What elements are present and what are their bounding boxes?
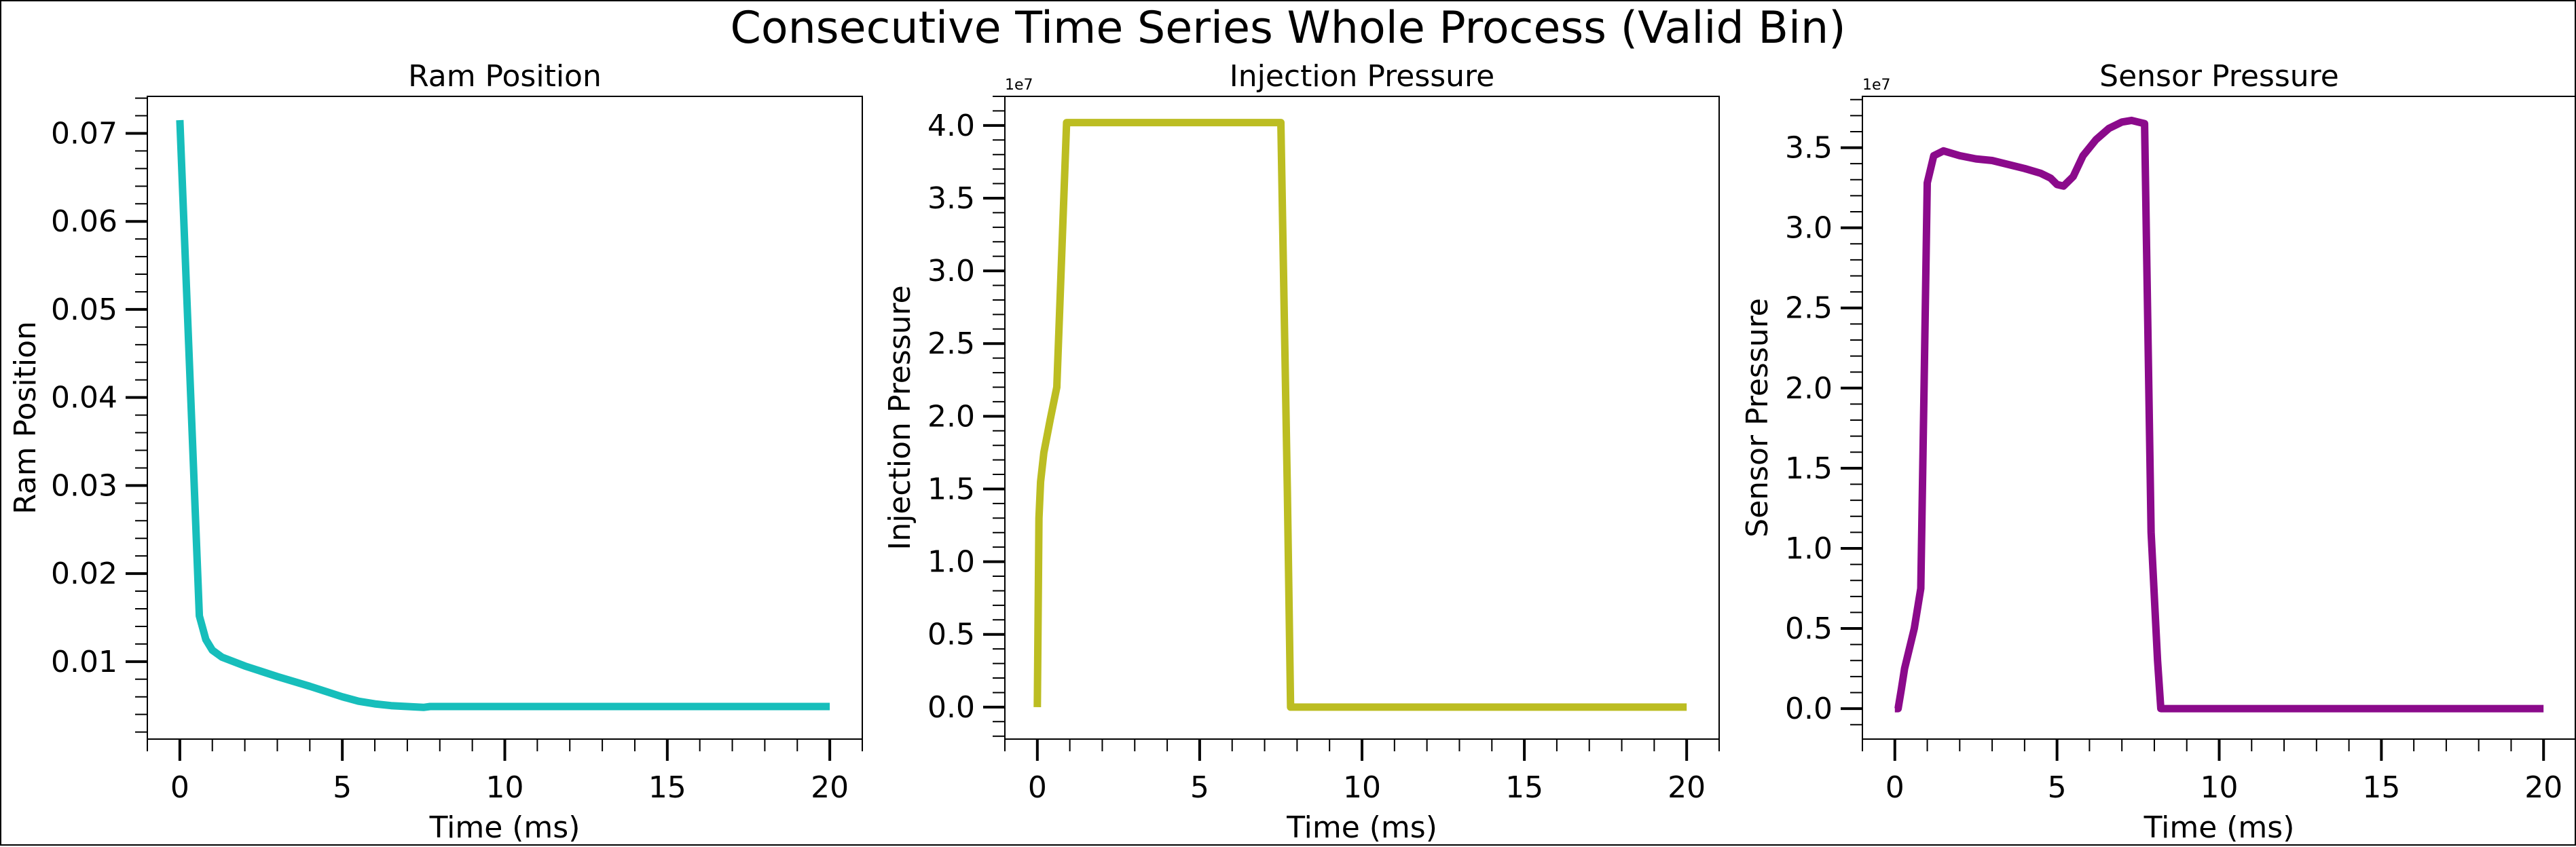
x-tick-label: 5 — [1190, 770, 1209, 805]
ram-position-plot-area — [147, 96, 863, 740]
ram-position-series-line — [176, 119, 830, 711]
x-tick-label: 10 — [2201, 770, 2239, 805]
sensor-pressure-y-axis-label: Sensor Pressure — [1740, 298, 1775, 538]
y-tick-label: 3.0 — [927, 254, 975, 288]
ram-position-title: Ram Position — [408, 59, 602, 94]
y-tick-label: 2.0 — [927, 399, 975, 434]
y-tick-label: 0.01 — [51, 645, 117, 679]
y-tick-label: 0.06 — [51, 204, 117, 239]
y-tick-label: 4.0 — [927, 109, 975, 143]
sensor-pressure-x-axis-label: Time (ms) — [2143, 810, 2295, 844]
y-tick-label: 0.5 — [927, 618, 975, 652]
ram-position-y-axis-label: Ram Position — [8, 321, 43, 514]
sensor-pressure-offset-text: 1e7 — [1862, 77, 1891, 94]
x-tick-label: 0 — [1028, 770, 1047, 805]
sensor-pressure-series-line — [1894, 116, 2544, 713]
y-tick-label: 0.02 — [51, 557, 117, 591]
x-tick-label: 5 — [2048, 770, 2067, 805]
y-tick-label: 0.0 — [1785, 692, 1833, 726]
y-tick-label: 0.04 — [51, 381, 117, 415]
y-tick-label: 1.0 — [927, 545, 975, 580]
y-tick-label: 0.0 — [927, 690, 975, 725]
y-tick-label: 1.0 — [1785, 531, 1833, 566]
x-tick-label: 20 — [1668, 770, 1706, 805]
y-tick-label: 0.5 — [1785, 611, 1833, 646]
x-tick-label: 20 — [811, 770, 849, 805]
sensor-pressure-panel: 0 5 10 15 20 0.0 0.5 1.0 1.5 2.0 2.5 3.0 3.5 Sensor P… — [1740, 59, 2576, 845]
y-tick-label: 0.07 — [51, 116, 117, 151]
ram-position-x-axis-label: Time (ms) — [429, 810, 581, 844]
sensor-pressure-plot-area — [1862, 96, 2576, 740]
y-tick-label: 0.05 — [51, 293, 117, 327]
y-tick-label: 1.5 — [927, 472, 975, 506]
sensor-pressure-title: Sensor Pressure — [2099, 59, 2339, 94]
injection-pressure-series-line — [1033, 119, 1687, 711]
x-tick-label: 5 — [333, 770, 352, 805]
injection-pressure-y-axis-label: Injection Pressure — [883, 285, 917, 550]
injection-pressure-x-axis-label: Time (ms) — [1286, 810, 1437, 844]
x-tick-label: 10 — [1343, 770, 1381, 805]
ram-position-panel: 0 5 10 15 20 0.01 0.02 0.03 0.04 0.05 0.06 0.07 Ram … — [8, 59, 863, 845]
y-tick-label: 3.5 — [927, 181, 975, 216]
injection-pressure-panel: 0 5 10 15 20 0.0 0.5 1.0 1.5 2.0 2.5 3.0 3.5 4.0 Injec… — [883, 59, 1720, 845]
y-tick-label: 2.5 — [1785, 291, 1833, 326]
injection-pressure-plot-area — [1004, 96, 1720, 740]
y-tick-label: 0.03 — [51, 468, 117, 503]
x-tick-label: 20 — [2524, 770, 2562, 805]
x-tick-label: 15 — [648, 770, 686, 805]
injection-pressure-title: Injection Pressure — [1230, 59, 1495, 94]
y-tick-label: 1.5 — [1785, 451, 1833, 486]
y-tick-label: 3.0 — [1785, 211, 1833, 246]
x-tick-label: 15 — [2362, 770, 2400, 805]
x-tick-label: 0 — [170, 770, 189, 805]
x-tick-label: 15 — [1505, 770, 1543, 805]
figure-title: Consecutive Time Series Whole Process (V… — [730, 3, 1846, 54]
y-tick-label: 2.0 — [1785, 371, 1833, 406]
x-tick-label: 0 — [1885, 770, 1905, 805]
x-tick-label: 10 — [486, 770, 524, 805]
y-tick-label: 2.5 — [927, 326, 975, 361]
y-tick-label: 3.5 — [1785, 131, 1833, 166]
injection-pressure-offset-text: 1e7 — [1005, 77, 1033, 94]
